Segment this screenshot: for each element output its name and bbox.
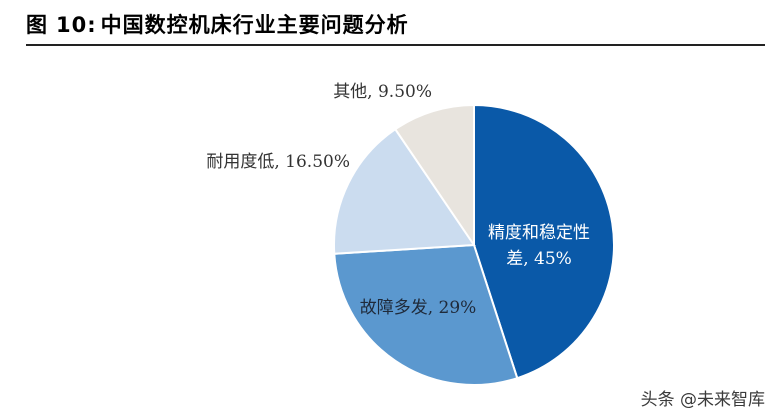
slice-label-2: 故障多发, 29% (360, 298, 477, 318)
pie-slice-1 (473, 103, 615, 380)
slice-label-1: 精度和稳定性差, 45% (488, 223, 590, 269)
pie-slice-3 (333, 127, 476, 255)
figure-number: 10: (56, 13, 97, 37)
chart-title: 中国数控机床行业主要问题分析 (100, 13, 409, 37)
figure-label: 图 (26, 13, 48, 37)
slice-label-4: 其他, 9.50% (333, 82, 432, 102)
watermark: 头条 @未来智库 (636, 384, 769, 411)
slice-label-3: 耐用度低, 16.50% (206, 152, 350, 172)
title-divider (26, 44, 765, 46)
figure-title: 图 10: 中国数控机床行业主要问题分析 (26, 9, 409, 39)
pie-slice-4 (393, 103, 475, 249)
pie-slice-2 (333, 243, 519, 386)
